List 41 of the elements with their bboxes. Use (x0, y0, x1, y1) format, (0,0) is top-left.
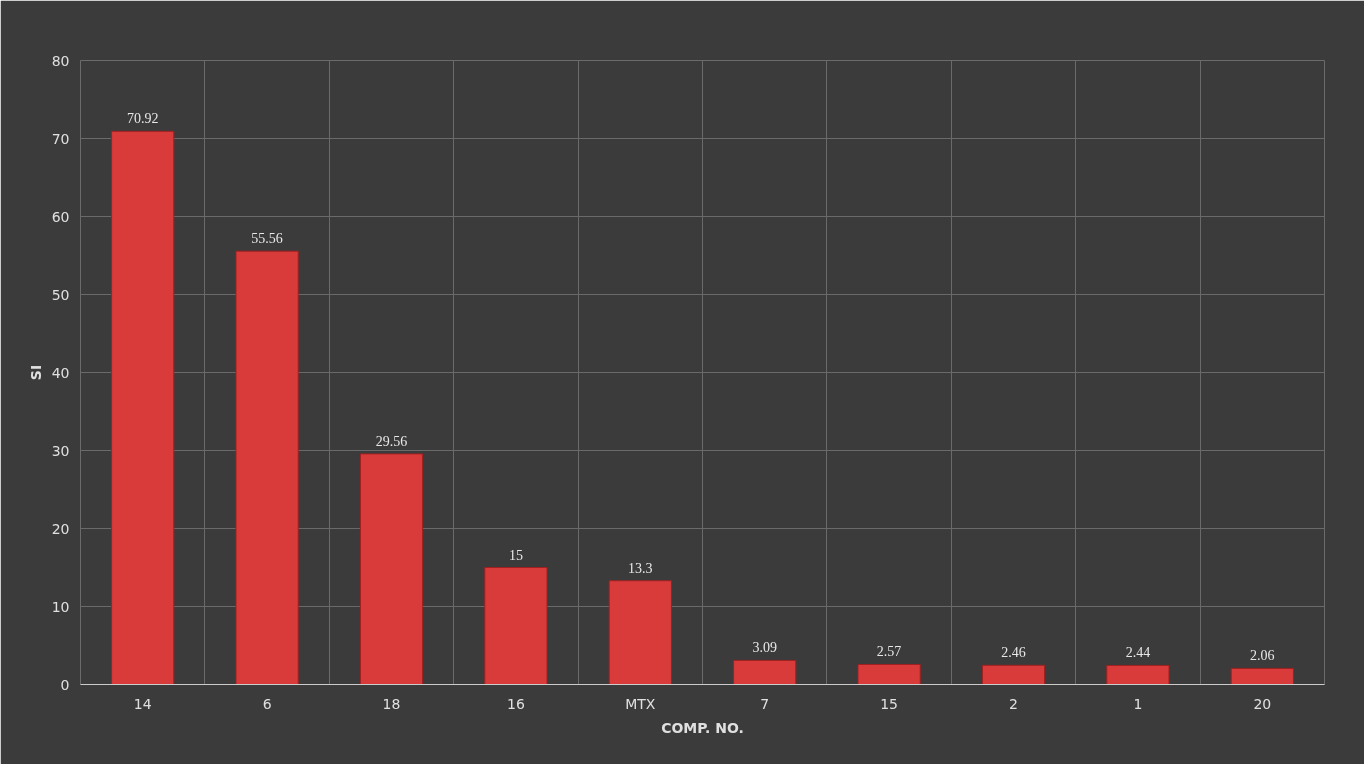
y-tick-label: 50 (51, 286, 70, 303)
data-label: 2.06 (1250, 648, 1275, 664)
data-label: 70.92 (126, 111, 159, 127)
data-label: 3.09 (752, 640, 777, 656)
y-tick-label: 60 (51, 208, 70, 225)
y-tick-label: 0 (60, 676, 70, 693)
bar (1106, 664, 1170, 685)
x-tick-label: 2 (1009, 695, 1018, 712)
x-tick-label: 7 (760, 695, 770, 712)
x-tick-label: 15 (880, 695, 899, 712)
data-label: 2.44 (1125, 645, 1151, 661)
data-label: 55.56 (251, 231, 283, 247)
bar (111, 130, 175, 685)
y-tick-label: 70 (51, 130, 70, 147)
x-tick-label: 16 (506, 695, 525, 712)
bar (359, 453, 424, 685)
y-tick-label: 10 (51, 598, 70, 615)
bar (608, 580, 672, 685)
bar (1230, 667, 1294, 685)
bar (733, 659, 797, 685)
x-tick-label: MTX (625, 695, 656, 712)
bar (484, 567, 548, 685)
bar (235, 250, 299, 685)
y-axis-title: SI (27, 364, 44, 381)
data-label: 2.57 (876, 644, 902, 660)
data-label: 2.46 (1001, 645, 1026, 661)
data-label: 13.3 (628, 560, 653, 576)
data-label: 15 (508, 547, 523, 563)
y-tick-label: 80 (51, 52, 70, 69)
x-tick-label: 14 (133, 695, 152, 712)
x-tick-label: 1 (1133, 695, 1143, 712)
y-tick-label: 40 (51, 364, 70, 381)
y-tick-label: 20 (51, 520, 70, 537)
x-tick-label: 18 (382, 695, 401, 712)
bar (857, 663, 921, 685)
y-tick-label: 30 (51, 442, 70, 459)
bar (981, 664, 1046, 685)
x-tick-label: 20 (1253, 695, 1272, 712)
x-axis-title: COMP. NO. (661, 719, 744, 736)
data-label: 29.56 (375, 433, 408, 449)
x-tick-label: 6 (262, 695, 272, 712)
